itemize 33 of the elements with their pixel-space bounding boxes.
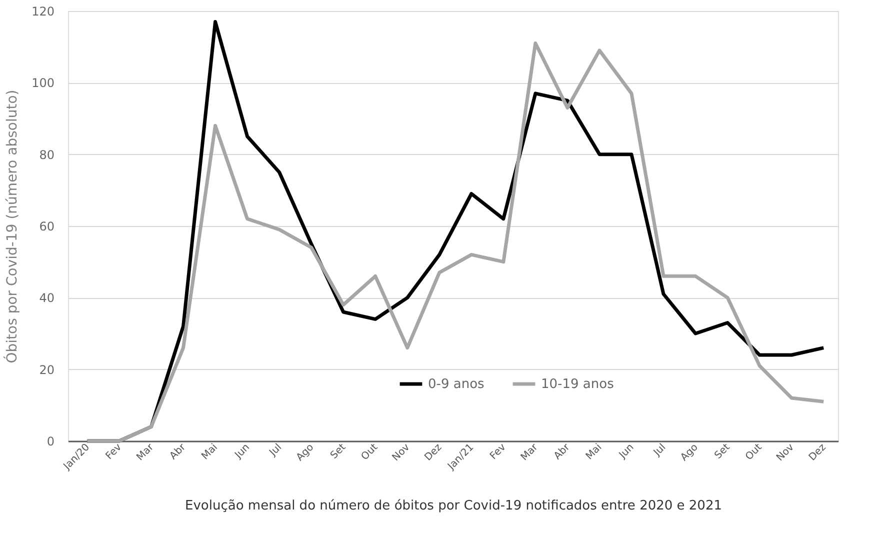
- x-tick-label: Fev: [104, 442, 124, 462]
- x-tick-label: Out: [744, 442, 764, 463]
- x-tick-label: Set: [712, 442, 732, 462]
- y-tick-label: 20: [39, 362, 54, 377]
- x-tick-label: Jul: [267, 442, 284, 459]
- x-tick-label: Ago: [678, 442, 700, 464]
- y-tick-label: 80: [39, 148, 54, 162]
- legend-label: 10-19 anos: [541, 377, 614, 392]
- y-tick-label: 100: [32, 76, 54, 90]
- x-tick-label: Nov: [390, 442, 412, 464]
- x-tick-label: Mai: [200, 442, 220, 462]
- x-tick-label: Mai: [584, 442, 604, 462]
- y-axis-title: Óbitos por Covid-19 (número absoluto): [4, 90, 21, 364]
- x-tick-label: Abr: [552, 441, 573, 462]
- x-tick-label: Abr: [168, 441, 189, 462]
- x-tick-label: Out: [359, 442, 380, 463]
- x-tick-label: Jun: [616, 442, 636, 462]
- x-tick-label: Set: [328, 442, 348, 462]
- x-tick-label: Mar: [519, 441, 541, 464]
- y-tick-label: 60: [39, 220, 54, 234]
- y-tick-label: 0: [46, 434, 54, 448]
- x-tick-label: Dez: [807, 442, 828, 464]
- x-tick-label: Dez: [422, 442, 444, 464]
- x-tick-label: Mar: [134, 441, 157, 464]
- y-tick-label: 120: [32, 4, 54, 18]
- y-tick-label: 40: [39, 291, 54, 306]
- x-tick-label: Jun: [232, 442, 252, 462]
- x-tick-label: Fev: [488, 442, 508, 462]
- x-tick-label: Jul: [651, 442, 668, 459]
- x-tick-label: Ago: [294, 442, 316, 464]
- legend-label: 0-9 anos: [428, 377, 485, 392]
- x-axis-title: Evolução mensal do número de óbitos por Covid-19 notificados entre 2020 e 2021: [185, 498, 722, 514]
- x-tick-label: Nov: [774, 442, 796, 464]
